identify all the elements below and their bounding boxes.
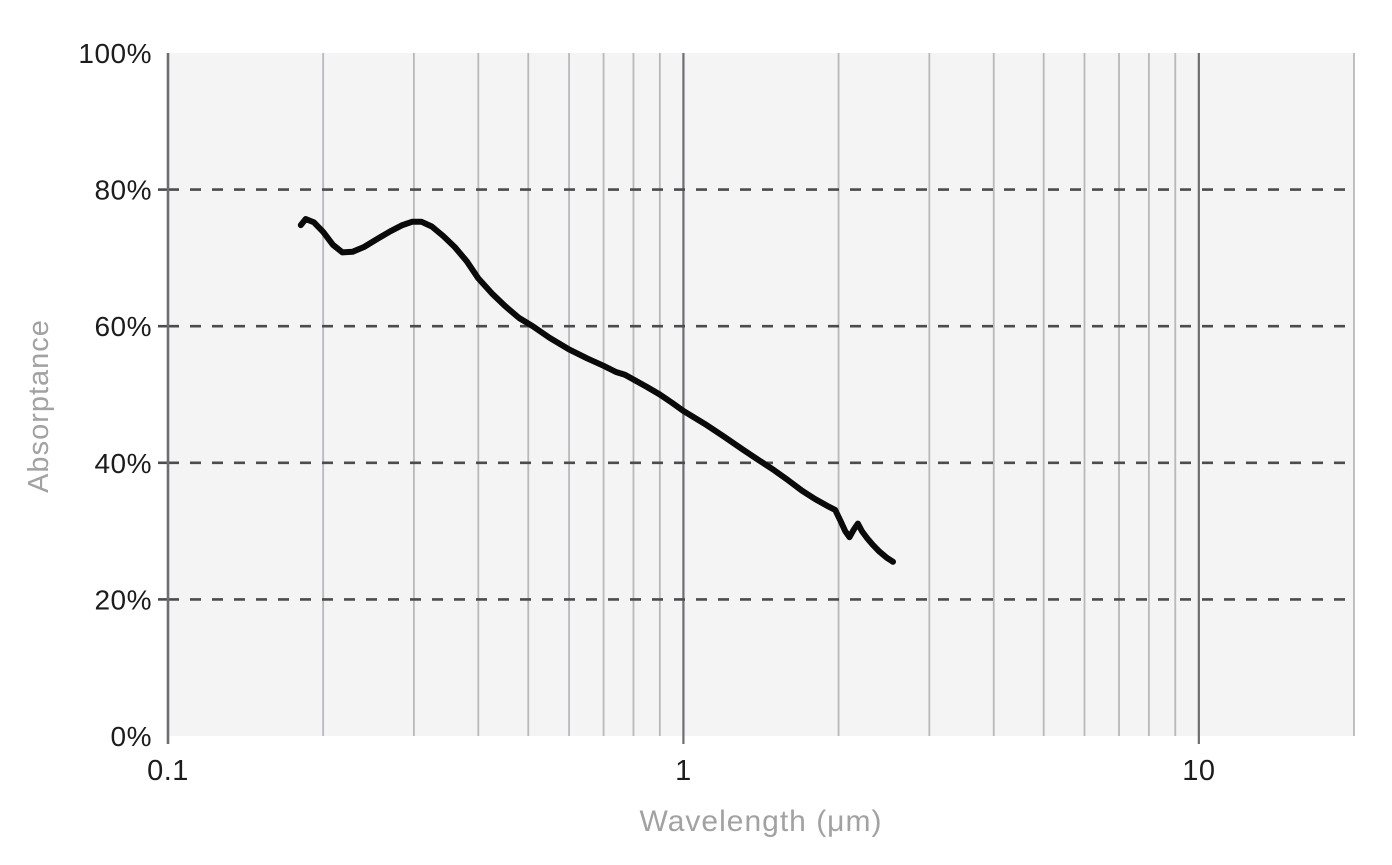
y-axis-title: Absorptance	[23, 319, 55, 493]
y-tick-label: 20%	[94, 584, 152, 615]
y-tick-label: 0%	[111, 721, 152, 752]
x-axis-title: Wavelength (μm)	[640, 805, 883, 838]
y-tick-label: 60%	[94, 311, 152, 342]
y-tick-label: 80%	[94, 175, 152, 206]
plot-area	[168, 53, 1354, 736]
y-tick-label: 40%	[94, 448, 152, 479]
absorptance-curve	[297, 216, 896, 565]
x-tick-label: 10	[1182, 755, 1215, 787]
x-tick-label: 0.1	[147, 755, 189, 787]
y-tick-label: 100%	[78, 38, 152, 69]
x-tick-label: 1	[675, 755, 692, 787]
